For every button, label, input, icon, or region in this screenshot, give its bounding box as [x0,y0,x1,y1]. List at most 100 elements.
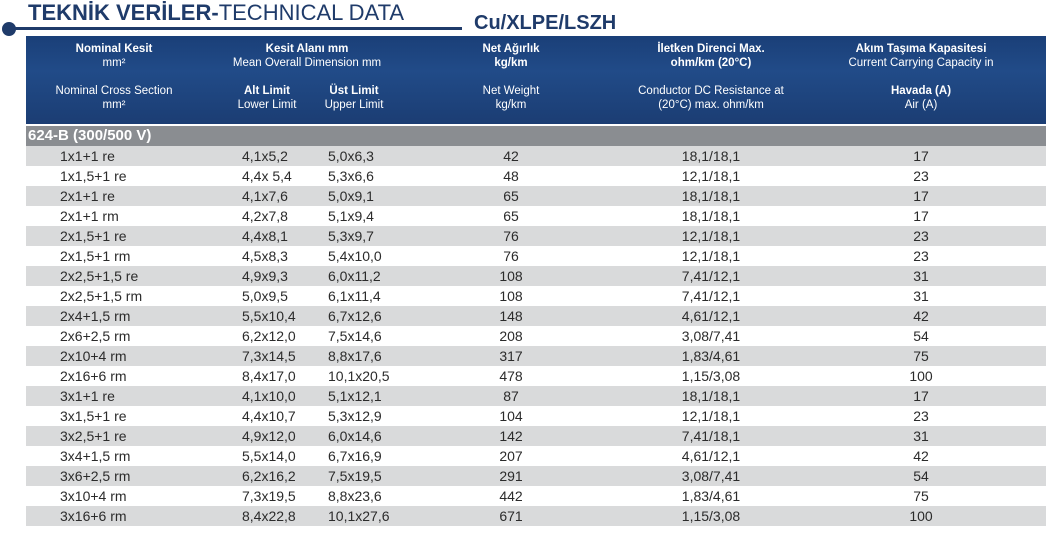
header-dimension: Kesit Alanı mm Mean Overall Dimension mm [232,43,382,69]
cell-current-capacity: 54 [913,328,929,344]
table-row: 3x1+1 re 4,1x10,0 5,1x12,1 87 18,1/18,1 17 [26,386,1046,406]
cell-dc-resistance: 18,1/18,1 [681,208,741,224]
cell-lower-limit: 4,4x10,7 [242,408,296,424]
cell-lower-limit: 4,9x12,0 [242,428,296,444]
cell-dc-resistance: 12,1/18,1 [681,228,741,244]
cell-nominal-section: 2x2,5+1,5 rm [60,288,143,304]
table-row: 2x1,5+1 re 4,4x8,1 5,3x9,7 76 12,1/18,1 23 [26,226,1046,246]
table-row: 3x1,5+1 re 4,4x10,7 5,3x12,9 104 12,1/18,1 23 [26,406,1046,426]
cell-net-weight: 208 [499,328,523,344]
cell-dc-resistance: 1,15/3,08 [681,368,741,384]
cell-upper-limit: 5,3x6,6 [328,168,374,184]
cell-lower-limit: 7,3x19,5 [242,488,296,504]
header-nominal-section: Nominal Kesit mm² Nominal Cross Section … [55,43,173,111]
cell-lower-limit: 8,4x22,8 [242,508,296,524]
cell-nominal-section: 3x1,5+1 re [60,408,127,424]
cell-upper-limit: 6,0x11,2 [328,268,381,284]
cell-nominal-section: 2x2,5+1,5 re [60,268,139,284]
cell-nominal-section: 3x10+4 rm [60,488,127,504]
cell-dc-resistance: 4,61/12,1 [681,308,741,324]
section-row: 624-B (300/500 V) [26,126,1046,146]
cell-nominal-section: 3x16+6 rm [60,508,127,524]
cell-net-weight: 291 [499,468,523,484]
cell-dc-resistance: 18,1/18,1 [681,148,741,164]
page-title: TEKNİK VERİLER-TECHNICAL DATA [28,0,405,25]
cell-upper-limit: 7,5x14,6 [328,328,382,344]
cell-lower-limit: 4,1x7,6 [242,188,288,204]
table-row: 2x1+1 rm 4,2x7,8 5,1x9,4 65 18,1/18,1 17 [26,206,1046,226]
cell-nominal-section: 2x1,5+1 re [60,228,127,244]
title-underline [12,27,462,30]
cable-type-subtitle: Cu/XLPE/LSZH [474,12,617,34]
header-lower-limit: Alt Limit Lower Limit [237,85,297,111]
cell-current-capacity: 23 [913,168,929,184]
table-row: 1x1+1 re 4,1x5,2 5,0x6,3 42 18,1/18,1 17 [26,146,1046,166]
cell-current-capacity: 42 [913,448,929,464]
table-row: 3x2,5+1 re 4,9x12,0 6,0x14,6 142 7,41/18,1 31 [26,426,1046,446]
cell-upper-limit: 5,4x10,0 [328,248,382,264]
cell-net-weight: 148 [499,308,523,324]
cell-current-capacity: 54 [913,468,929,484]
table-row: 3x10+4 rm 7,3x19,5 8,8x23,6 442 1,83/4,61 75 [26,486,1046,506]
cell-upper-limit: 8,8x23,6 [328,488,382,504]
cell-upper-limit: 10,1x27,6 [328,508,390,524]
cell-lower-limit: 4,1x5,2 [242,148,288,164]
cell-lower-limit: 8,4x17,0 [242,368,296,384]
cell-lower-limit: 4,4x8,1 [242,228,288,244]
cell-lower-limit: 5,5x14,0 [242,448,296,464]
cell-current-capacity: 75 [913,488,929,504]
cell-current-capacity: 23 [913,408,929,424]
title-bullet-icon [2,22,16,36]
cell-nominal-section: 2x1+1 re [60,188,115,204]
cell-dc-resistance: 7,41/12,1 [681,268,741,284]
cell-net-weight: 442 [499,488,523,504]
cell-current-capacity: 75 [913,348,929,364]
cell-dc-resistance: 12,1/18,1 [681,408,741,424]
cell-nominal-section: 3x4+1,5 rm [60,448,131,464]
table-row: 3x16+6 rm 8,4x22,8 10,1x27,6 671 1,15/3,08 10… [26,506,1046,526]
cell-net-weight: 478 [499,368,523,384]
cell-net-weight: 65 [503,208,519,224]
cell-dc-resistance: 7,41/18,1 [681,428,741,444]
cell-nominal-section: 2x4+1,5 rm [60,308,131,324]
cell-net-weight: 76 [503,228,519,244]
cell-dc-resistance: 1,83/4,61 [681,348,741,364]
cell-lower-limit: 7,3x14,5 [242,348,296,364]
cell-current-capacity: 31 [913,428,929,444]
cell-dc-resistance: 1,83/4,61 [681,488,741,504]
cell-net-weight: 108 [499,288,523,304]
header-dc-resistance: İletken Direnci Max. ohm/km (20°C) Condu… [638,43,784,111]
header-upper-limit: Üst Limit Upper Limit [324,85,384,111]
cell-lower-limit: 6,2x12,0 [242,328,296,344]
table-body: 1x1+1 re 4,1x5,2 5,0x6,3 42 18,1/18,1 17 1x1,5… [26,146,1046,526]
table-row: 1x1,5+1 re 4,4x 5,4 5,3x6,6 48 12,1/18,1 23 [26,166,1046,186]
cell-current-capacity: 17 [913,148,929,164]
cell-nominal-section: 3x2,5+1 re [60,428,127,444]
cell-current-capacity: 23 [913,228,929,244]
cell-nominal-section: 2x1,5+1 rm [60,248,131,264]
cell-current-capacity: 31 [913,268,929,284]
header-net-weight: Net Ağırlık kg/km Net Weight kg/km [482,43,540,111]
cell-dc-resistance: 18,1/18,1 [681,388,741,404]
table-row: 2x4+1,5 rm 5,5x10,4 6,7x12,6 148 4,61/12,1 42 [26,306,1046,326]
cell-upper-limit: 6,7x12,6 [328,308,382,324]
cell-net-weight: 142 [499,428,523,444]
cell-net-weight: 87 [503,388,519,404]
cell-upper-limit: 5,3x12,9 [328,408,382,424]
cell-upper-limit: 6,0x14,6 [328,428,382,444]
cell-upper-limit: 5,1x12,1 [328,388,382,404]
cell-current-capacity: 100 [909,508,933,524]
table-row: 2x16+6 rm 8,4x17,0 10,1x20,5 478 1,15/3,08 10… [26,366,1046,386]
table-row: 3x6+2,5 rm 6,2x16,2 7,5x19,5 291 3,08/7,41 54 [26,466,1046,486]
cell-dc-resistance: 12,1/18,1 [681,168,741,184]
cell-net-weight: 76 [503,248,519,264]
cell-nominal-section: 3x1+1 re [60,388,115,404]
table-row: 2x10+4 rm 7,3x14,5 8,8x17,6 317 1,83/4,61 75 [26,346,1046,366]
cell-upper-limit: 5,0x6,3 [328,148,374,164]
table-row: 2x1,5+1 rm 4,5x8,3 5,4x10,0 76 12,1/18,1 23 [26,246,1046,266]
cell-net-weight: 48 [503,168,519,184]
cell-dc-resistance: 18,1/18,1 [681,188,741,204]
table-row: 2x1+1 re 4,1x7,6 5,0x9,1 65 18,1/18,1 17 [26,186,1046,206]
cell-net-weight: 317 [499,348,523,364]
cell-lower-limit: 6,2x16,2 [242,468,296,484]
